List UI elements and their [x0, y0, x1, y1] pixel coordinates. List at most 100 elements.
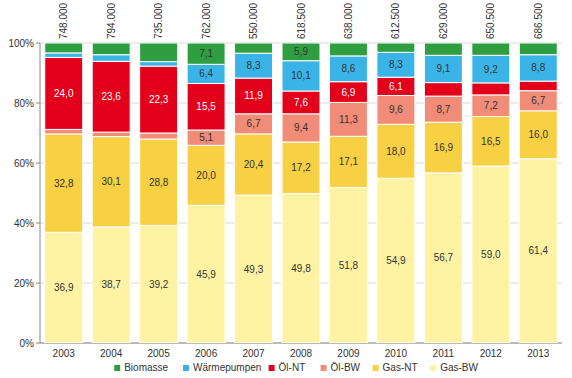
bar-segment	[424, 173, 462, 343]
x-tick-label: 2010	[385, 348, 408, 359]
y-tick-label: 20%	[14, 278, 34, 289]
bar-segment	[519, 55, 557, 81]
data-label: 16,5	[481, 136, 501, 147]
data-label: 6,9	[342, 87, 356, 98]
legend-swatch	[430, 365, 436, 371]
data-label: 49,3	[244, 264, 264, 275]
bar-segment	[377, 96, 415, 125]
x-tick-label: 2004	[100, 348, 123, 359]
bar-segment	[519, 81, 557, 91]
data-label: 8,7	[436, 104, 450, 115]
total-label: 629.000	[438, 2, 449, 39]
legend-label: Wärmepumpen	[193, 362, 261, 373]
data-label: 7,2	[484, 100, 498, 111]
y-tick-label: 60%	[14, 158, 34, 169]
legend-label: Biomasse	[124, 362, 168, 373]
bar-segment	[187, 130, 225, 145]
data-label: 9,2	[484, 64, 498, 75]
data-label: 7,1	[199, 48, 213, 59]
total-label: 748.000	[58, 2, 69, 39]
x-tick-label: 2003	[53, 348, 76, 359]
bar-segment	[140, 225, 178, 343]
data-label: 24,0	[54, 88, 74, 99]
bar-segment	[45, 57, 83, 129]
data-label: 17,1	[339, 156, 359, 167]
data-label: 56,7	[434, 252, 454, 263]
bars	[45, 43, 558, 343]
bar-segment	[45, 53, 83, 58]
bar-segment	[282, 114, 320, 142]
bar-segment	[329, 43, 367, 56]
x-tick-label: 2013	[527, 348, 550, 359]
data-label: 8,6	[342, 63, 356, 74]
data-label: 8,3	[247, 60, 261, 71]
bar-segment	[282, 43, 320, 61]
bar-segment	[92, 61, 130, 132]
data-label: 6,7	[247, 118, 261, 129]
bar-segment	[45, 129, 83, 134]
bar-segment	[519, 43, 557, 55]
bar-segment	[377, 178, 415, 343]
legend-swatch	[373, 365, 379, 371]
legend-swatch	[269, 365, 275, 371]
y-tick-label: 80%	[14, 98, 34, 109]
data-label: 9,6	[389, 104, 403, 115]
total-label: 762.000	[201, 2, 212, 39]
data-label: 49,8	[291, 263, 311, 274]
bar-segment	[140, 133, 178, 139]
bar-segment	[45, 232, 83, 343]
bar-segment	[377, 77, 415, 95]
bar-segment	[424, 83, 462, 97]
bar-segment	[377, 52, 415, 77]
legend-label: Öl-NT	[279, 362, 306, 373]
data-label: 10,1	[291, 70, 311, 81]
data-label: 18,0	[386, 146, 406, 157]
bar-segment	[92, 132, 130, 137]
data-label: 15,5	[196, 101, 216, 112]
data-label: 5,9	[294, 46, 308, 57]
bar-segment	[519, 91, 557, 111]
bar-segment	[187, 145, 225, 205]
y-tick	[36, 343, 40, 344]
legend-label: Gas-BW	[440, 362, 478, 373]
bar-segment	[235, 134, 273, 195]
total-label: 638.000	[343, 2, 354, 39]
data-label: 20,4	[244, 159, 264, 170]
data-label: 23,6	[101, 91, 121, 102]
bar-segment	[329, 188, 367, 343]
x-tick-label: 2011	[433, 348, 455, 359]
data-label: 54,9	[386, 255, 406, 266]
bar-segment	[45, 134, 83, 232]
data-label: 45,9	[196, 269, 216, 280]
data-label: 11,9	[244, 90, 263, 101]
legend: BiomasseWärmepumpenÖl-NTÖl-BWGas-NTGas-B…	[114, 362, 478, 373]
bar-segment	[377, 43, 415, 52]
y-tick-label: 0%	[20, 338, 35, 349]
data-label: 8,8	[531, 62, 545, 73]
bar-segment	[282, 194, 320, 343]
data-labels: 36,938,739,245,949,349,851,854,956,759,0…	[54, 46, 548, 293]
bar-segment	[329, 102, 367, 136]
bar-segment	[472, 55, 510, 83]
data-label: 59,0	[481, 249, 501, 260]
legend-swatch	[183, 365, 189, 371]
bar-segment	[140, 62, 178, 67]
bar-segment	[282, 61, 320, 91]
data-label: 11,3	[339, 114, 358, 125]
bar-segment	[92, 227, 130, 343]
total-label: 794.000	[106, 2, 117, 39]
data-label: 28,8	[149, 177, 169, 188]
bar-segment	[424, 43, 462, 55]
x-tick-label: 2005	[148, 348, 171, 359]
total-label: 612.500	[390, 2, 401, 39]
bar-segment	[92, 43, 130, 55]
legend-swatch	[114, 365, 120, 371]
data-label: 9,1	[436, 63, 450, 74]
bar-segment	[282, 142, 320, 194]
bar-segment	[472, 166, 510, 343]
bar-segment	[187, 43, 225, 64]
y-tick	[36, 43, 40, 44]
bar-segment	[472, 95, 510, 117]
y-tick	[36, 223, 40, 224]
bar-segment	[519, 111, 557, 159]
